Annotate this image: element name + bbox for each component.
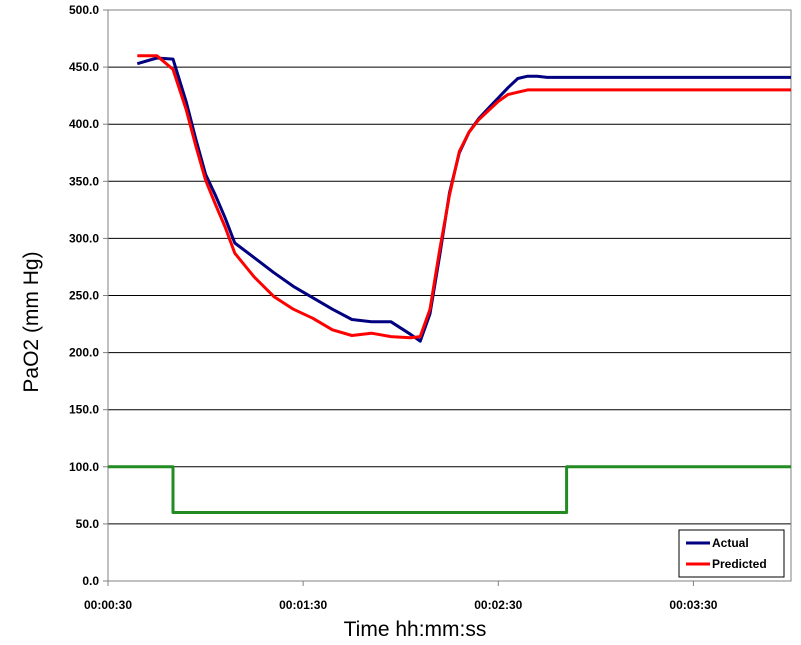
- y-tick-label: 500.0: [69, 3, 99, 17]
- series-layer: [108, 54, 791, 514]
- y-tick-label: 400.0: [69, 117, 99, 131]
- plot-border: [107, 9, 792, 582]
- series-line-predicted: [137, 54, 791, 340]
- y-tick-label: 250.0: [69, 289, 99, 303]
- x-tick-label: 00:02:30: [474, 598, 522, 612]
- x-tick-label: 00:00:30: [84, 598, 132, 612]
- series-line-step: [108, 465, 791, 514]
- x-axis-title: Time hh:mm:ss: [344, 618, 487, 641]
- y-tick-label: 150.0: [69, 403, 99, 417]
- y-tick-label: 450.0: [69, 60, 99, 74]
- y-tick-label: 300.0: [69, 231, 99, 245]
- y-tick-label: 350.0: [69, 174, 99, 188]
- legend-label-actual: Actual: [712, 536, 749, 550]
- x-axis-ticks: 00:00:30 00:01:30 00:02:30 00:03:30: [84, 581, 718, 612]
- y-axis-title: PaO2 (mm Hg): [20, 251, 43, 392]
- series-line-actual: [136, 56, 791, 343]
- legend-box: [678, 529, 785, 578]
- y-tick-label: 0.0: [82, 574, 99, 588]
- y-axis-ticks: 0.0 50.0 100.0 150.0 200.0 250.0 300.0 350.0 400…: [69, 3, 108, 588]
- y-tick-label: 200.0: [69, 346, 99, 360]
- y-tick-label: 50.0: [76, 517, 100, 531]
- legend: Actual Predicted: [678, 529, 785, 578]
- x-tick-label: 00:03:30: [669, 598, 717, 612]
- y-tick-label: 100.0: [69, 460, 99, 474]
- gridlines: [108, 66, 791, 525]
- legend-label-predicted: Predicted: [712, 557, 767, 571]
- x-tick-label: 00:01:30: [279, 598, 327, 612]
